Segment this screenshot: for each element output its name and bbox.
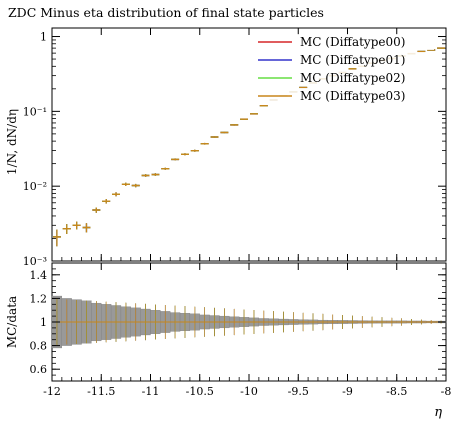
main-y-tick-label: 10⁻¹ bbox=[23, 105, 47, 118]
ratio-y-tick-label: 1.2 bbox=[30, 292, 48, 305]
ratio-y-tick-label: 0.8 bbox=[30, 340, 48, 353]
legend-entry-bg bbox=[254, 34, 434, 50]
legend-entry-bg bbox=[254, 88, 434, 104]
legend-label-1: MC (Diffatype01) bbox=[300, 53, 405, 67]
main-y-tick-label: 10⁻³ bbox=[23, 255, 47, 268]
x-tick-label: -8.5 bbox=[386, 385, 407, 398]
ratio-axis-ticks: 0.6 0.8 1 1.2 1.4 bbox=[30, 262, 446, 382]
legend: MC (Diffatype00) MC (Diffatype01) MC (Diff… bbox=[254, 34, 434, 104]
x-axis-label: η bbox=[434, 405, 442, 420]
legend-label-2: MC (Diffatype02) bbox=[300, 71, 405, 85]
legend-label-0: MC (Diffatype00) bbox=[300, 35, 405, 49]
x-tick-label: -11 bbox=[142, 385, 160, 398]
ratio-y-tick-label: 1 bbox=[40, 316, 47, 329]
ratio-y-tick-label: 0.6 bbox=[30, 363, 48, 376]
x-tick-label: -9 bbox=[342, 385, 353, 398]
chart-title: ZDC Minus eta distribution of final stat… bbox=[8, 5, 324, 20]
x-tick-label: -12 bbox=[43, 385, 61, 398]
ratio-series-lines bbox=[52, 298, 446, 346]
legend-label-3: MC (Diffatype03) bbox=[300, 89, 405, 103]
ratio-y-tick-label: 1.4 bbox=[30, 269, 48, 282]
ratio-y-axis-label: MC/data bbox=[5, 296, 19, 348]
x-tick-label: -11.5 bbox=[87, 385, 115, 398]
main-axis-ticks: 1 10⁻¹ 10⁻² 10⁻³ bbox=[23, 31, 446, 268]
x-tick-label: -10 bbox=[240, 385, 258, 398]
legend-entry-bg bbox=[254, 52, 434, 68]
main-y-tick-label: 1 bbox=[40, 31, 47, 44]
main-y-tick-label: 10⁻² bbox=[23, 180, 47, 193]
x-tick-label: -9.5 bbox=[288, 385, 309, 398]
legend-entry-bg bbox=[254, 70, 434, 86]
main-y-axis-label: 1/N, dN/dη bbox=[5, 109, 19, 175]
x-tick-label: -8 bbox=[441, 385, 452, 398]
x-tick-label: -10.5 bbox=[186, 385, 214, 398]
x-axis-ticks: -12 -11.5 -11 -10.5 -10 -9.5 -9 -8.5 -8 bbox=[43, 28, 451, 398]
